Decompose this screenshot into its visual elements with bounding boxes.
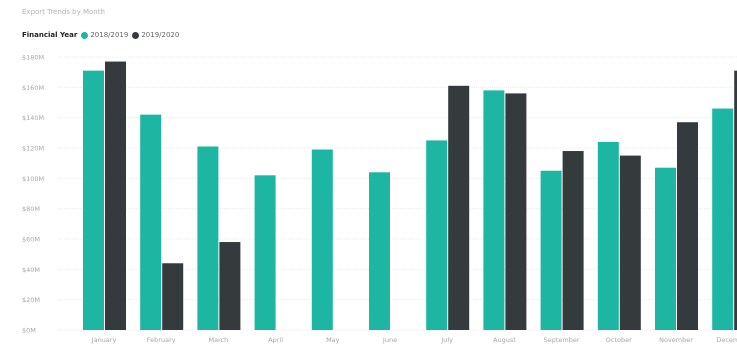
x-tick-label: November — [659, 336, 693, 344]
x-tick-label: January — [91, 336, 117, 344]
legend-title: Financial Year — [22, 31, 78, 39]
y-tick-label: $160M — [22, 84, 44, 92]
bar-2018-2019-february[interactable] — [140, 114, 162, 330]
y-tick-label: $60M — [22, 236, 40, 244]
legend-item-2019-2020[interactable]: 2019/2020 — [132, 31, 179, 39]
legend: Financial Year 2018/2019 2019/2020 — [22, 31, 183, 39]
x-tick-label: July — [440, 336, 453, 344]
bar-2019-2020-july[interactable] — [448, 85, 470, 330]
y-tick-label: $20M — [22, 296, 40, 304]
y-tick-label: $180M — [22, 54, 44, 62]
legend-label-2018-2019: 2018/2019 — [90, 31, 129, 39]
bar-2018-2019-october[interactable] — [597, 141, 619, 330]
bar-2018-2019-may[interactable] — [311, 149, 333, 330]
bar-2018-2019-november[interactable] — [655, 167, 676, 330]
x-tick-label: August — [493, 336, 516, 344]
bar-2018-2019-september[interactable] — [540, 170, 562, 330]
bar-2018-2019-april[interactable] — [254, 175, 276, 330]
x-tick-label: February — [147, 336, 176, 344]
bar-2019-2020-november[interactable] — [677, 122, 698, 330]
bar-2019-2020-december[interactable] — [734, 70, 737, 331]
x-tick-label: April — [268, 336, 283, 344]
x-tick-label: October — [606, 336, 632, 344]
bar-2019-2020-october[interactable] — [619, 155, 641, 330]
bar-2019-2020-january[interactable] — [105, 61, 126, 331]
legend-dot-2018-2019 — [81, 31, 89, 39]
bar-2019-2020-august[interactable] — [505, 93, 527, 331]
bar-2018-2019-march[interactable] — [197, 146, 219, 330]
y-tick-label: $140M — [22, 114, 44, 122]
legend-dot-2019-2020 — [132, 31, 140, 39]
bar-2019-2020-march[interactable] — [219, 242, 241, 330]
y-tick-label: $100M — [22, 175, 44, 183]
x-tick-label: September — [544, 336, 580, 344]
y-tick-label: $0M — [22, 327, 36, 335]
bar-2018-2019-january[interactable] — [83, 70, 104, 331]
x-tick-label: June — [382, 336, 397, 344]
bar-2019-2020-february[interactable] — [162, 263, 184, 330]
y-tick-label: $80M — [22, 205, 40, 213]
bar-2018-2019-july[interactable] — [426, 140, 448, 330]
bar-2018-2019-december[interactable] — [712, 108, 734, 330]
chart-title: Export Trends by Month — [22, 8, 105, 16]
bar-2018-2019-june[interactable] — [369, 172, 390, 330]
x-tick-label: March — [208, 336, 228, 344]
x-tick-label: December — [716, 336, 737, 344]
legend-item-2018-2019[interactable]: 2018/2019 — [81, 31, 128, 39]
bar-2018-2019-august[interactable] — [483, 90, 505, 330]
y-tick-label: $120M — [22, 145, 44, 153]
legend-label-2019-2020: 2019/2020 — [141, 31, 180, 39]
x-tick-label: May — [326, 336, 340, 344]
bar-2019-2020-september[interactable] — [562, 151, 584, 330]
y-tick-label: $40M — [22, 266, 40, 274]
